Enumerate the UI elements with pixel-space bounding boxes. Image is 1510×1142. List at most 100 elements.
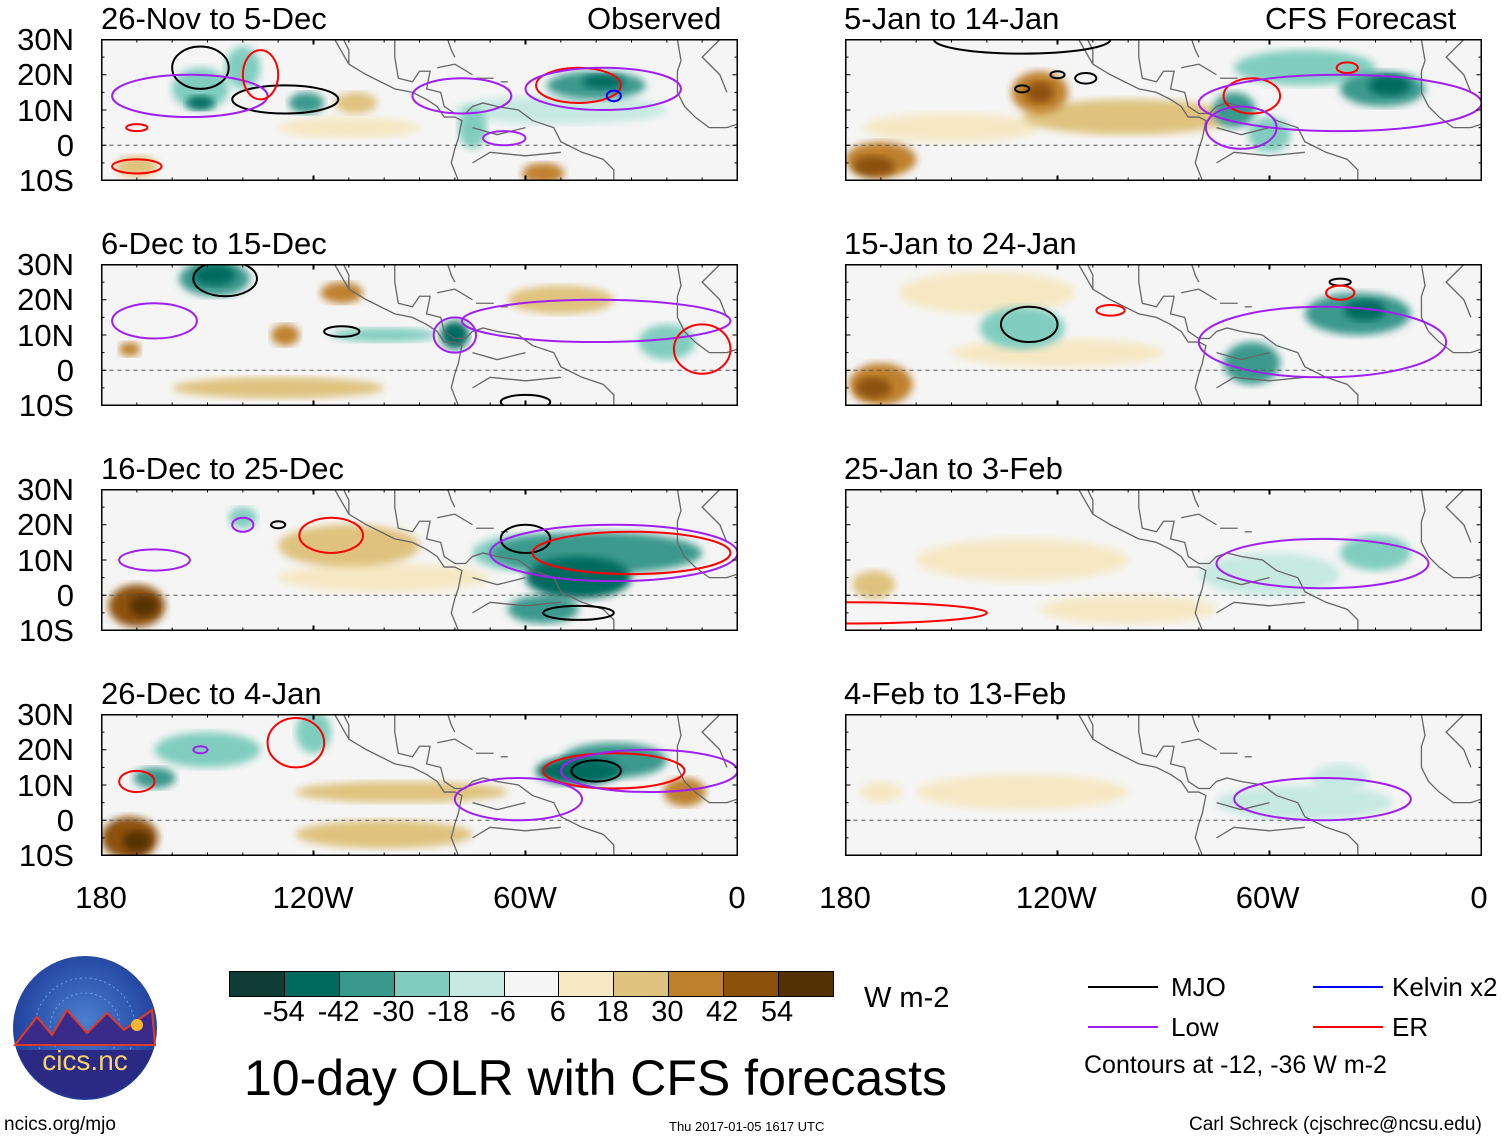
wave-filtered-contour [241,49,280,101]
colorbar-bin [614,972,670,996]
coastline [447,489,456,508]
coastline [701,264,728,318]
map-panel [101,264,738,406]
wave-filtered-contour [1335,61,1359,74]
coastline [437,288,473,301]
wave-filtered-contour [570,759,622,783]
coastline [1191,714,1200,733]
panel-title: 25-Jan to 3-Feb [844,451,1063,486]
wave-filtered-contour [672,323,732,375]
cfs-forecast-label: CFS Forecast [1265,1,1457,36]
colorbar-tick-label: 6 [549,996,566,1028]
coastline [1216,151,1305,164]
wave-filtered-contour [192,264,258,298]
olr-anomaly-region [193,264,236,286]
olr-anomaly-region [278,563,491,592]
olr-anomaly-region [172,377,385,399]
olr-anomaly-region [331,327,438,343]
panel-title: 16-Dec to 25-Dec [101,451,344,486]
latitude-label: 30N [17,22,74,57]
longitude-label: 120W [1015,880,1097,915]
coastline [1086,489,1094,515]
coastline [472,576,526,586]
colorbar-bin [779,972,833,996]
wave-filtered-contour [1215,537,1430,590]
coastline [676,39,738,129]
latitude-label: 10N [17,767,74,803]
colorbar-bin [724,972,780,996]
coastline [342,264,350,290]
coastline [1138,489,1359,631]
coastline [701,39,728,93]
olr-anomaly-region [859,781,903,803]
panel-title: 6-Dec to 15-Dec [101,226,327,261]
coastline [701,489,728,543]
olr-anomaly-region [663,777,706,807]
coastline [1420,489,1482,579]
latitude-label: 10S [18,163,74,198]
wave-filtered-contour [531,530,732,576]
latitude-label: 10N [17,92,74,128]
wave-filtered-contour [542,752,686,790]
coastline [1420,714,1482,804]
coastline [1445,264,1472,318]
coastline [1445,714,1472,768]
wave-filtered-contour [125,123,149,133]
coastline [472,376,561,389]
olr-anomaly-region [295,820,473,849]
colorbar-bin [669,972,725,996]
colorbar-bin [230,972,285,996]
wave-filtered-contour [298,516,364,554]
coastline [394,489,615,631]
cics-logo: cics.nc [12,956,157,1100]
observed-label: Observed [587,1,722,36]
coastline [1445,489,1472,543]
website-link[interactable]: ncics.org/mjo [4,1114,116,1135]
low-line-swatch [1088,1026,1158,1028]
olr-anomaly-region [852,155,895,177]
olr-anomaly-region [278,117,420,139]
coastline [1138,39,1359,181]
coastline [1216,826,1305,839]
olr-anomaly-region [856,377,892,399]
coastline [1086,714,1094,740]
coastline [472,126,526,136]
olr-anomaly-region [582,74,625,89]
colorbar-tick-label: 18 [596,996,629,1028]
olr-anomaly-region [521,162,565,181]
latitude-label: 0 [56,127,74,163]
map-panel [845,39,1482,181]
olr-anomaly-region [295,714,332,754]
colorbar-tick-label: 30 [651,996,684,1028]
latitude-label: 0 [56,577,74,613]
olr-anomaly-region [852,570,895,599]
coastline [472,801,526,811]
colorbar-bin [394,972,450,996]
olr-anomaly-region [119,342,141,357]
longitude-label: 60W [1235,880,1300,915]
olr-anomaly-region [1025,81,1054,103]
olr-anomaly-region [271,324,300,346]
coastline [1138,714,1359,856]
coastline [472,351,526,361]
contour-note: Contours at -12, -36 W m-2 [1084,1051,1387,1079]
panel-title: 26-Dec to 4-Jan [101,676,322,711]
colorbar-tick-label: 54 [760,996,794,1028]
olr-anomaly-region [115,155,159,177]
map-panel [101,714,738,856]
colorbar-tick-label: -42 [317,996,360,1028]
legend-label: Kelvin x2 [1392,972,1498,1002]
colorbar-bin [504,972,560,996]
wave-filtered-contour [171,45,230,90]
olr-anomaly-region [979,306,1065,350]
wave-filtered-contour [1014,84,1031,94]
wave-filtered-contour [432,316,478,354]
wave-filtered-contour [1049,70,1066,80]
olr-anomaly-region [638,324,696,360]
wave-filtered-contour [118,769,156,794]
wave-filtered-contour [932,39,1112,55]
colorbar-bin [339,972,395,996]
coastline [437,63,473,76]
panel-title: 15-Jan to 24-Jan [844,226,1077,261]
map-panel [845,714,1482,856]
